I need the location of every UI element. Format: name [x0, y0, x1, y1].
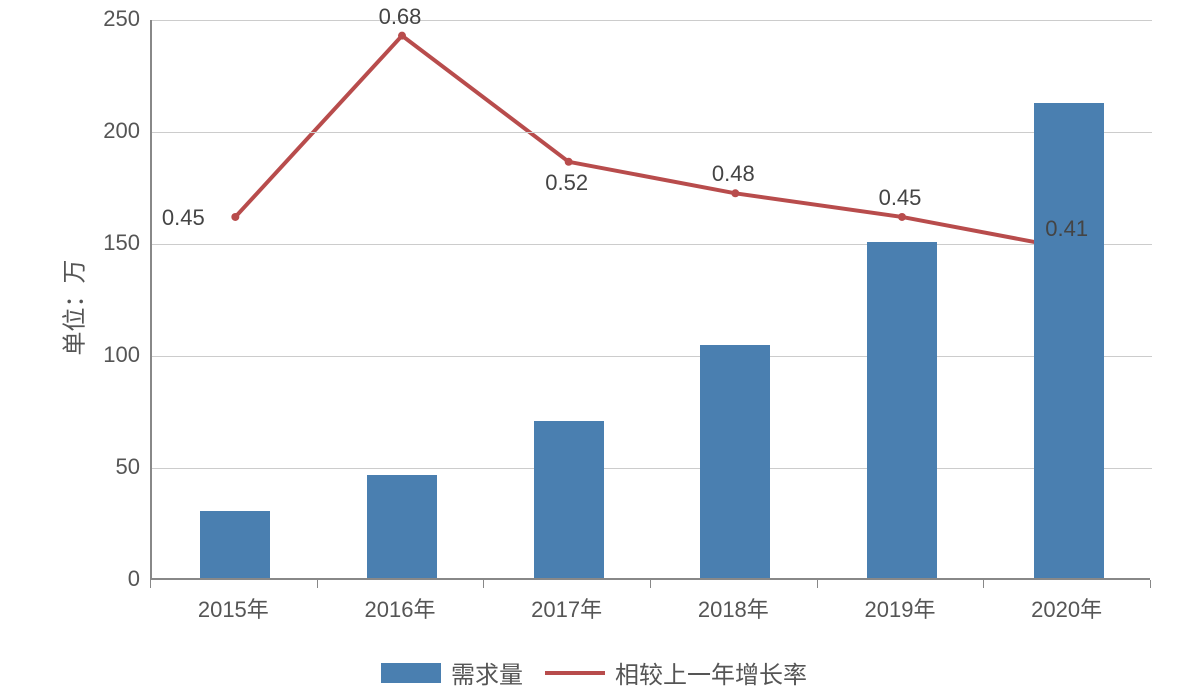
bar	[700, 345, 770, 578]
line-data-label: 0.48	[712, 161, 755, 187]
x-tick-mark	[817, 580, 818, 588]
bar	[534, 421, 604, 578]
x-tick-label: 2018年	[650, 592, 817, 624]
line-data-label: 0.45	[162, 205, 205, 231]
x-tick-mark	[1150, 580, 1151, 588]
x-tick-label: 2015年	[150, 592, 317, 624]
line-data-label: 0.41	[1045, 216, 1088, 242]
chart-container: 单位：万 需求量相较上一年增长率 0501001502002502015年201…	[0, 0, 1200, 698]
x-tick-mark	[983, 580, 984, 588]
line-data-label: 0.68	[379, 4, 422, 30]
line-marker	[565, 158, 573, 166]
x-tick-label: 2016年	[317, 592, 484, 624]
line-marker	[731, 189, 739, 197]
x-tick-label: 2019年	[817, 592, 984, 624]
bar	[1034, 103, 1104, 578]
y-axis-label: 单位：万	[55, 248, 90, 368]
y-tick-label: 250	[90, 6, 140, 32]
line-marker	[231, 213, 239, 221]
gridline	[152, 244, 1152, 245]
bar	[367, 475, 437, 578]
gridline	[152, 468, 1152, 469]
legend-swatch-bar	[381, 663, 441, 683]
legend-label: 相较上一年增长率	[615, 655, 807, 690]
line-marker	[898, 213, 906, 221]
plot-area	[150, 20, 1150, 580]
line-marker	[398, 32, 406, 40]
x-tick-mark	[150, 580, 151, 588]
gridline	[152, 20, 1152, 21]
x-tick-mark	[483, 580, 484, 588]
y-tick-label: 150	[90, 230, 140, 256]
legend-label: 需求量	[451, 655, 523, 690]
line-data-label: 0.45	[879, 185, 922, 211]
y-tick-label: 0	[90, 566, 140, 592]
legend-swatch-line	[545, 671, 605, 675]
legend: 需求量 相较上一年增长率	[320, 655, 880, 690]
x-tick-mark	[650, 580, 651, 588]
gridline	[152, 356, 1152, 357]
bar	[200, 511, 270, 578]
gridline	[152, 132, 1152, 133]
y-tick-label: 50	[90, 454, 140, 480]
x-tick-label: 2020年	[983, 592, 1150, 624]
line-svg	[152, 20, 1152, 580]
bar	[867, 242, 937, 578]
x-tick-label: 2017年	[483, 592, 650, 624]
line-path	[235, 36, 1068, 249]
x-tick-mark	[317, 580, 318, 588]
y-tick-label: 100	[90, 342, 140, 368]
line-data-label: 0.52	[545, 170, 588, 196]
y-tick-label: 200	[90, 118, 140, 144]
